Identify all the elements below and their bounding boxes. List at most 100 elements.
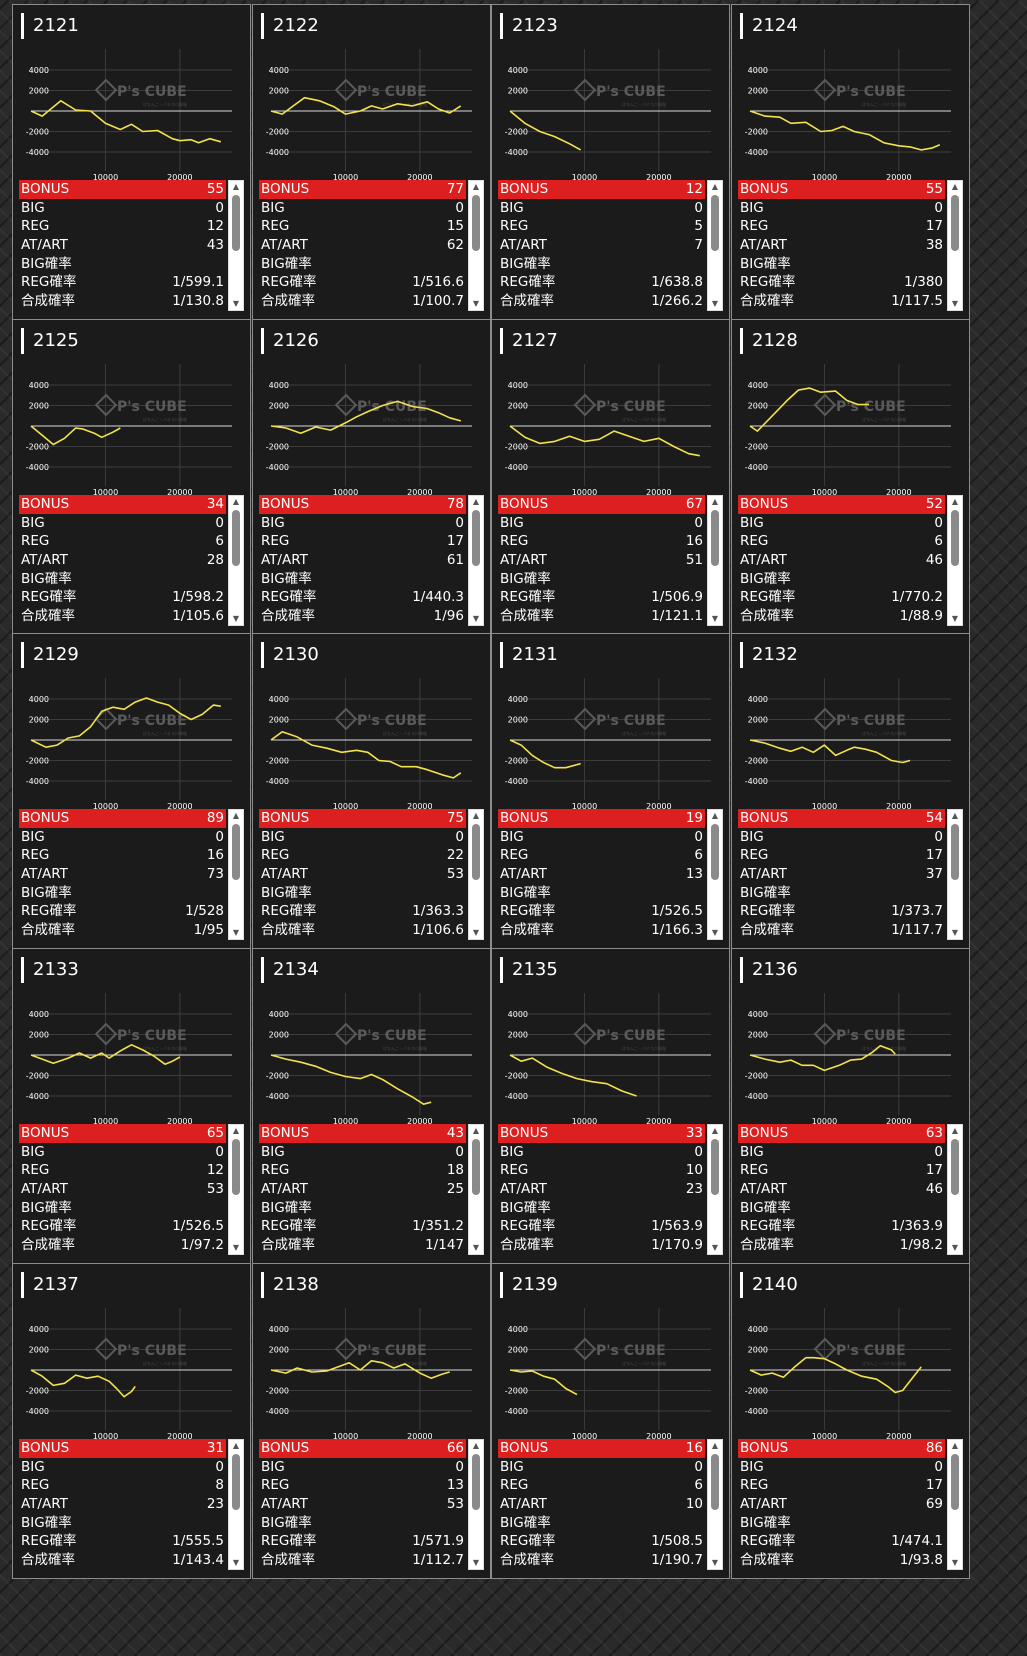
stats-scrollbar[interactable]: ▲ ▼ xyxy=(707,495,723,626)
scroll-down-icon[interactable]: ▼ xyxy=(951,614,959,623)
scroll-up-icon[interactable]: ▲ xyxy=(232,811,240,820)
machine-number[interactable]: 2127 xyxy=(500,328,558,354)
machine-card[interactable]: 2126 P's CUBE ぱちんこ・パチスロ情報 4000 2000 -2000 -40… xyxy=(252,319,491,635)
scroll-thumb[interactable] xyxy=(711,195,719,251)
machine-card[interactable]: 2133 P's CUBE ぱちんこ・パチスロ情報 4000 2000 -2000 -40… xyxy=(12,948,251,1264)
stats-scrollbar[interactable]: ▲ ▼ xyxy=(947,495,963,626)
machine-number[interactable]: 2138 xyxy=(261,1272,319,1298)
scroll-thumb[interactable] xyxy=(711,1454,719,1510)
machine-number[interactable]: 2135 xyxy=(500,957,558,983)
scroll-down-icon[interactable]: ▼ xyxy=(232,1558,240,1567)
scroll-down-icon[interactable]: ▼ xyxy=(711,1243,719,1252)
scroll-thumb[interactable] xyxy=(951,1454,959,1510)
scroll-up-icon[interactable]: ▲ xyxy=(951,182,959,191)
machine-card[interactable]: 2137 P's CUBE ぱちんこ・パチスロ情報 4000 2000 -2000 -40… xyxy=(12,1263,251,1579)
machine-card[interactable]: 2136 P's CUBE ぱちんこ・パチスロ情報 4000 2000 -2000 -40… xyxy=(731,948,970,1264)
scroll-up-icon[interactable]: ▲ xyxy=(472,811,480,820)
scroll-down-icon[interactable]: ▼ xyxy=(232,1243,240,1252)
machine-number[interactable]: 2131 xyxy=(500,642,558,668)
machine-number[interactable]: 2126 xyxy=(261,328,319,354)
scroll-up-icon[interactable]: ▲ xyxy=(472,182,480,191)
scroll-thumb[interactable] xyxy=(951,1139,959,1195)
scroll-up-icon[interactable]: ▲ xyxy=(711,811,719,820)
machine-number[interactable]: 2128 xyxy=(740,328,798,354)
scroll-down-icon[interactable]: ▼ xyxy=(951,928,959,937)
stats-scrollbar[interactable]: ▲ ▼ xyxy=(468,1124,484,1255)
machine-card[interactable]: 2130 P's CUBE ぱちんこ・パチスロ情報 4000 2000 -2000 -40… xyxy=(252,633,491,949)
machine-number[interactable]: 2125 xyxy=(21,328,79,354)
scroll-up-icon[interactable]: ▲ xyxy=(232,497,240,506)
scroll-down-icon[interactable]: ▼ xyxy=(711,614,719,623)
machine-card[interactable]: 2134 P's CUBE ぱちんこ・パチスロ情報 4000 2000 -2000 -40… xyxy=(252,948,491,1264)
machine-number[interactable]: 2139 xyxy=(500,1272,558,1298)
machine-card[interactable]: 2125 P's CUBE ぱちんこ・パチスロ情報 4000 2000 -2000 -40… xyxy=(12,319,251,635)
scroll-down-icon[interactable]: ▼ xyxy=(472,299,480,308)
scroll-up-icon[interactable]: ▲ xyxy=(472,1441,480,1450)
stats-scrollbar[interactable]: ▲ ▼ xyxy=(947,1439,963,1570)
scroll-thumb[interactable] xyxy=(472,1139,480,1195)
scroll-down-icon[interactable]: ▼ xyxy=(711,928,719,937)
stats-scrollbar[interactable]: ▲ ▼ xyxy=(468,180,484,311)
machine-number[interactable]: 2130 xyxy=(261,642,319,668)
scroll-down-icon[interactable]: ▼ xyxy=(232,299,240,308)
scroll-up-icon[interactable]: ▲ xyxy=(951,497,959,506)
stats-scrollbar[interactable]: ▲ ▼ xyxy=(468,1439,484,1570)
stats-scrollbar[interactable]: ▲ ▼ xyxy=(468,809,484,940)
scroll-down-icon[interactable]: ▼ xyxy=(951,1243,959,1252)
scroll-up-icon[interactable]: ▲ xyxy=(951,1126,959,1135)
machine-number[interactable]: 2134 xyxy=(261,957,319,983)
machine-card[interactable]: 2127 P's CUBE ぱちんこ・パチスロ情報 4000 2000 -2000 -40… xyxy=(491,319,730,635)
scroll-thumb[interactable] xyxy=(711,824,719,880)
scroll-up-icon[interactable]: ▲ xyxy=(951,1441,959,1450)
machine-number[interactable]: 2124 xyxy=(740,13,798,39)
scroll-thumb[interactable] xyxy=(472,195,480,251)
scroll-thumb[interactable] xyxy=(951,195,959,251)
stats-scrollbar[interactable]: ▲ ▼ xyxy=(947,809,963,940)
scroll-up-icon[interactable]: ▲ xyxy=(232,1441,240,1450)
machine-card[interactable]: 2140 P's CUBE ぱちんこ・パチスロ情報 4000 2000 -2000 -40… xyxy=(731,1263,970,1579)
scroll-thumb[interactable] xyxy=(472,824,480,880)
scroll-down-icon[interactable]: ▼ xyxy=(711,299,719,308)
machine-card[interactable]: 2121 P's CUBE ぱちんこ・パチスロ情報 4000 2000 -2000 -40… xyxy=(12,4,251,320)
scroll-up-icon[interactable]: ▲ xyxy=(711,1441,719,1450)
stats-scrollbar[interactable]: ▲ ▼ xyxy=(228,180,244,311)
scroll-thumb[interactable] xyxy=(232,510,240,566)
machine-number[interactable]: 2122 xyxy=(261,13,319,39)
scroll-down-icon[interactable]: ▼ xyxy=(472,928,480,937)
machine-number[interactable]: 2137 xyxy=(21,1272,79,1298)
machine-card[interactable]: 2131 P's CUBE ぱちんこ・パチスロ情報 4000 2000 -2000 -40… xyxy=(491,633,730,949)
stats-scrollbar[interactable]: ▲ ▼ xyxy=(228,1124,244,1255)
machine-card[interactable]: 2124 P's CUBE ぱちんこ・パチスロ情報 4000 2000 -2000 -40… xyxy=(731,4,970,320)
machine-card[interactable]: 2122 P's CUBE ぱちんこ・パチスロ情報 4000 2000 -2000 -40… xyxy=(252,4,491,320)
scroll-down-icon[interactable]: ▼ xyxy=(232,928,240,937)
scroll-up-icon[interactable]: ▲ xyxy=(711,182,719,191)
machine-card[interactable]: 2139 P's CUBE ぱちんこ・パチスロ情報 4000 2000 -2000 -40… xyxy=(491,1263,730,1579)
scroll-down-icon[interactable]: ▼ xyxy=(711,1558,719,1567)
scroll-up-icon[interactable]: ▲ xyxy=(951,811,959,820)
scroll-up-icon[interactable]: ▲ xyxy=(472,1126,480,1135)
stats-scrollbar[interactable]: ▲ ▼ xyxy=(707,1124,723,1255)
scroll-up-icon[interactable]: ▲ xyxy=(472,497,480,506)
machine-card[interactable]: 2129 P's CUBE ぱちんこ・パチスロ情報 4000 2000 -2000 -40… xyxy=(12,633,251,949)
scroll-up-icon[interactable]: ▲ xyxy=(711,497,719,506)
machine-number[interactable]: 2133 xyxy=(21,957,79,983)
scroll-down-icon[interactable]: ▼ xyxy=(472,614,480,623)
scroll-thumb[interactable] xyxy=(951,510,959,566)
machine-number[interactable]: 2121 xyxy=(21,13,79,39)
scroll-thumb[interactable] xyxy=(232,824,240,880)
scroll-down-icon[interactable]: ▼ xyxy=(232,614,240,623)
scroll-up-icon[interactable]: ▲ xyxy=(711,1126,719,1135)
scroll-up-icon[interactable]: ▲ xyxy=(232,182,240,191)
machine-card[interactable]: 2123 P's CUBE ぱちんこ・パチスロ情報 4000 2000 -2000 -40… xyxy=(491,4,730,320)
machine-number[interactable]: 2136 xyxy=(740,957,798,983)
machine-number[interactable]: 2129 xyxy=(21,642,79,668)
scroll-thumb[interactable] xyxy=(472,1454,480,1510)
scroll-thumb[interactable] xyxy=(232,195,240,251)
scroll-down-icon[interactable]: ▼ xyxy=(472,1558,480,1567)
scroll-thumb[interactable] xyxy=(711,1139,719,1195)
scroll-thumb[interactable] xyxy=(232,1454,240,1510)
stats-scrollbar[interactable]: ▲ ▼ xyxy=(947,1124,963,1255)
machine-number[interactable]: 2140 xyxy=(740,1272,798,1298)
scroll-down-icon[interactable]: ▼ xyxy=(472,1243,480,1252)
stats-scrollbar[interactable]: ▲ ▼ xyxy=(947,180,963,311)
